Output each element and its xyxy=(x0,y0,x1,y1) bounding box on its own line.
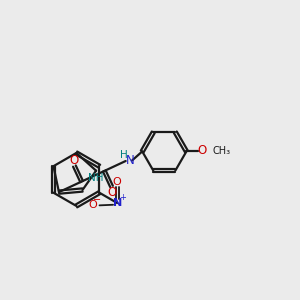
Text: O: O xyxy=(70,154,79,167)
Text: O: O xyxy=(198,144,207,157)
Text: +: + xyxy=(119,193,126,202)
Text: −: − xyxy=(92,195,101,205)
Text: CH₃: CH₃ xyxy=(212,146,230,156)
Text: NH: NH xyxy=(88,173,104,183)
Text: N: N xyxy=(126,154,134,167)
Text: O: O xyxy=(113,176,122,187)
Text: O: O xyxy=(89,200,98,210)
Text: N: N xyxy=(112,198,122,208)
Text: H: H xyxy=(120,149,128,160)
Text: O: O xyxy=(107,186,116,199)
